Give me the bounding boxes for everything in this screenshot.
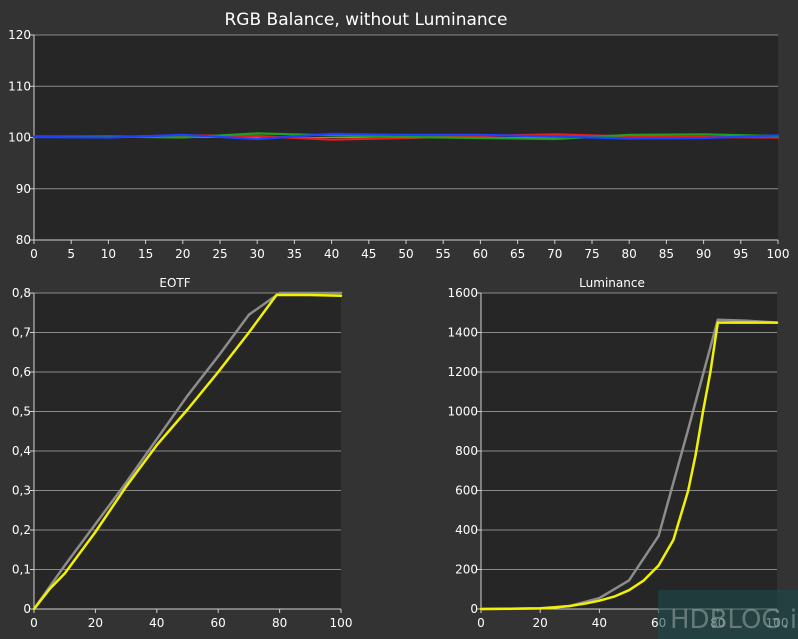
rgb-x-tick-label: 100 [767,247,790,261]
rgb-x-tick-label: 80 [622,247,637,261]
rgb-x-tick-label: 30 [250,247,265,261]
rgb-x-tick-label: 45 [361,247,376,261]
luminance-y-tick-label: 400 [455,523,478,537]
rgb-series-line-2 [32,132,780,141]
chart-title-rgb-balance: RGB Balance, without Luminance [225,10,508,30]
eotf-x-tick-label: 80 [272,616,287,630]
eotf-x-tick-label: 0 [30,616,38,630]
rgb-y-tick-label: 110 [8,79,31,93]
rgb-series-line-1 [32,132,780,141]
rgb-x-tick-label: 0 [30,247,38,261]
eotf-y-tick-label: 0,3 [12,484,31,498]
rgb-x-tick-label: 70 [547,247,562,261]
rgb-x-tick-label: 25 [212,247,227,261]
rgb-x-tick-label: 50 [398,247,413,261]
eotf-y-tick-label: 0,5 [12,405,31,419]
rgb-x-tick-label: 75 [584,247,599,261]
rgb-x-tick-label: 85 [659,247,674,261]
rgb-x-tick-label: 65 [510,247,525,261]
eotf-y-tick-label: 0,6 [12,365,31,379]
luminance-y-tick-label: 0 [470,602,478,616]
rgb-x-tick-label: 20 [175,247,190,261]
eotf-y-tick-label: 0,1 [12,563,31,577]
luminance-y-tick-label: 600 [455,484,478,498]
luminance-series-line-1 [479,321,779,611]
rgb-y-tick-label: 120 [8,28,31,42]
rgb-y-tick-label: 90 [16,182,31,196]
rgb-x-tick-label: 90 [696,247,711,261]
eotf-y-tick-label: 0,7 [12,326,31,340]
luminance-y-tick-label: 1400 [447,326,478,340]
eotf-y-tick-label: 0 [23,602,31,616]
eotf-series-line-1 [32,293,343,611]
rgb-x-tick-label: 10 [101,247,116,261]
eotf-x-tick-label: 20 [88,616,103,630]
luminance-x-tick-label: 20 [533,616,548,630]
chart-title-eotf: EOTF [159,276,190,290]
luminance-y-tick-label: 800 [455,444,478,458]
rgb-y-tick-label: 80 [16,233,31,247]
rgb-x-tick-label: 15 [138,247,153,261]
luminance-y-tick-label: 1000 [447,405,478,419]
eotf-y-tick-label: 0,2 [12,523,31,537]
watermark-text: HDBLOG.it [670,605,798,635]
luminance-y-tick-label: 1200 [447,365,478,379]
luminance-y-tick-label: 200 [455,563,478,577]
rgb-x-tick-label: 95 [733,247,748,261]
eotf-x-tick-label: 100 [330,616,353,630]
rgb-x-tick-label: 60 [473,247,488,261]
eotf-x-tick-label: 40 [149,616,164,630]
eotf-series-line-0 [32,291,343,611]
eotf-x-tick-label: 60 [211,616,226,630]
luminance-x-tick-label: 0 [477,616,485,630]
rgb-y-tick-label: 100 [8,131,31,145]
watermark-logo: HDBLOG.it [658,590,798,639]
eotf-y-tick-label: 0,4 [12,444,31,458]
watermark-background [658,590,798,639]
rgb-x-tick-label: 40 [324,247,339,261]
luminance-x-tick-label: 40 [592,616,607,630]
rgb-x-tick-label: 5 [67,247,75,261]
luminance-y-tick-label: 1600 [447,286,478,300]
eotf-y-tick-label: 0,8 [12,286,31,300]
rgb-x-tick-label: 55 [436,247,451,261]
chart-title-luminance: Luminance [579,276,645,290]
rgb-x-tick-label: 35 [287,247,302,261]
